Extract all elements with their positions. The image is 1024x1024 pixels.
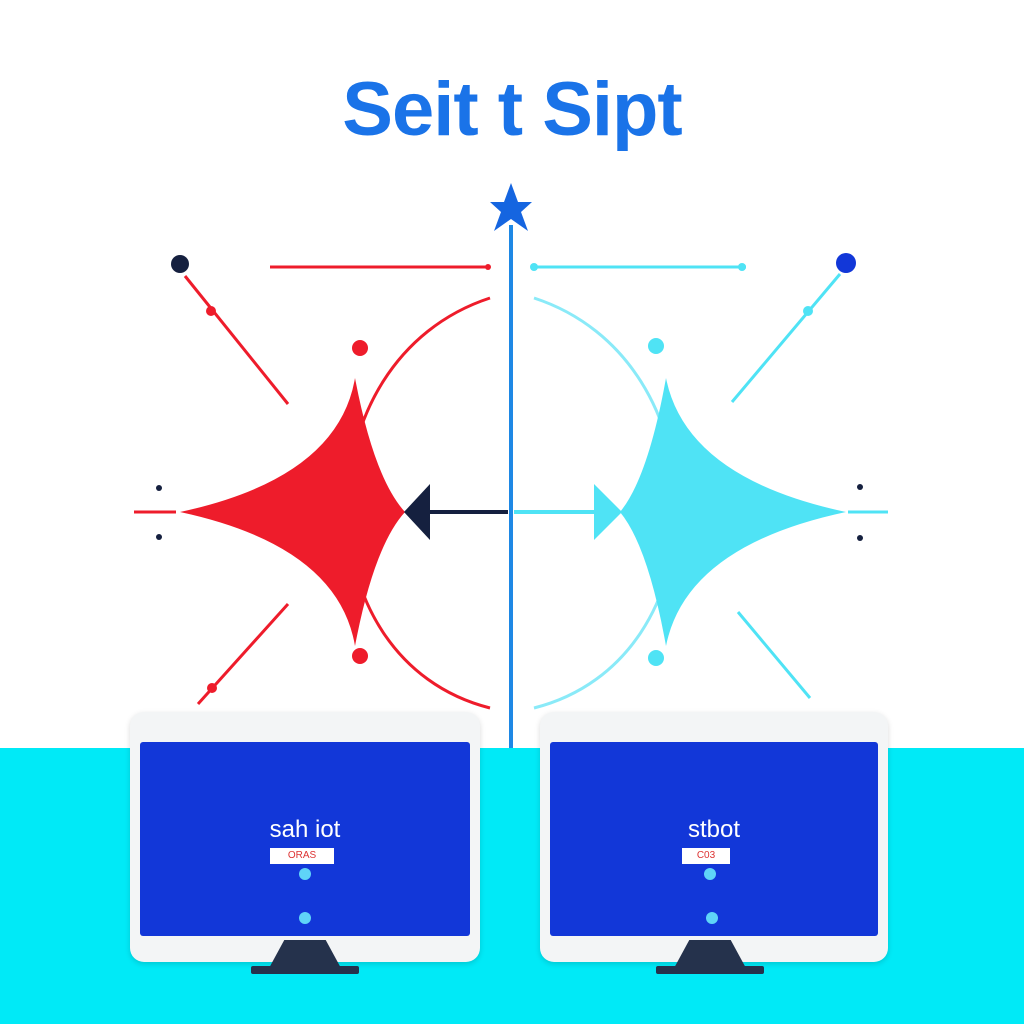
left-upper-diagonal-dot bbox=[206, 306, 216, 316]
page-title: Seit t Sipt bbox=[342, 67, 682, 152]
right-cyan-group bbox=[514, 253, 888, 710]
right-four-point-star-shape bbox=[620, 378, 846, 646]
right-top-line-start-dot bbox=[530, 263, 538, 271]
left-top-line-end-dot bbox=[485, 264, 491, 270]
right-monitor-dot-lower bbox=[706, 912, 718, 924]
left-four-point-star-shape bbox=[180, 378, 405, 646]
star-icon bbox=[490, 183, 532, 231]
right-monitor: stbot C03 bbox=[540, 712, 888, 974]
right-small-dot-bottom bbox=[857, 535, 863, 541]
right-monitor-screen: stbot C03 bbox=[550, 742, 878, 936]
right-upper-diagonal bbox=[730, 273, 842, 403]
left-monitor-label: sah iot bbox=[269, 816, 341, 843]
right-monitor-label: stbot bbox=[687, 816, 741, 843]
left-monitor-dot-upper bbox=[299, 868, 311, 880]
right-monitor-dot-upper bbox=[704, 868, 716, 880]
left-monitor-stand-base bbox=[251, 966, 359, 974]
left-arc-top-dot bbox=[352, 340, 368, 356]
left-monitor-dot-lower bbox=[299, 912, 311, 924]
right-lower-diagonal bbox=[736, 611, 812, 699]
left-monitor-screen: sah iot ORAS bbox=[140, 742, 470, 936]
left-small-dot-bottom bbox=[156, 534, 162, 540]
left-lower-diagonal-dot bbox=[207, 683, 217, 693]
left-arc-bottom-dot bbox=[352, 648, 368, 664]
left-monitor: sah iot ORAS bbox=[130, 712, 480, 974]
left-top-node bbox=[171, 255, 189, 273]
left-upper-diagonal bbox=[183, 275, 290, 405]
right-small-dot-top bbox=[857, 484, 863, 490]
right-arc-top-dot bbox=[648, 338, 664, 354]
right-top-node bbox=[836, 253, 856, 273]
left-monitor-badge: ORAS bbox=[270, 848, 334, 864]
right-monitor-stand-base bbox=[656, 966, 764, 974]
left-red-group bbox=[134, 255, 508, 710]
left-small-dot-top bbox=[156, 485, 162, 491]
left-arrow-icon bbox=[404, 484, 430, 540]
right-arrow-icon bbox=[594, 484, 622, 540]
right-top-line-end-dot bbox=[738, 263, 746, 271]
right-arc-bottom-dot bbox=[648, 650, 664, 666]
right-upper-diagonal-dot bbox=[803, 306, 813, 316]
right-monitor-badge: C03 bbox=[682, 848, 730, 864]
